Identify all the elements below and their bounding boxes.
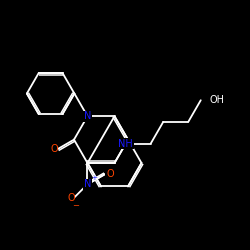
Text: −: − [72,202,79,210]
Text: O: O [106,169,114,179]
Text: N: N [84,111,91,121]
Text: O: O [67,194,75,203]
Text: NH: NH [118,138,133,148]
Text: N: N [84,179,91,189]
Text: OH: OH [210,95,224,105]
Text: O: O [50,144,58,154]
Text: +: + [91,175,97,181]
